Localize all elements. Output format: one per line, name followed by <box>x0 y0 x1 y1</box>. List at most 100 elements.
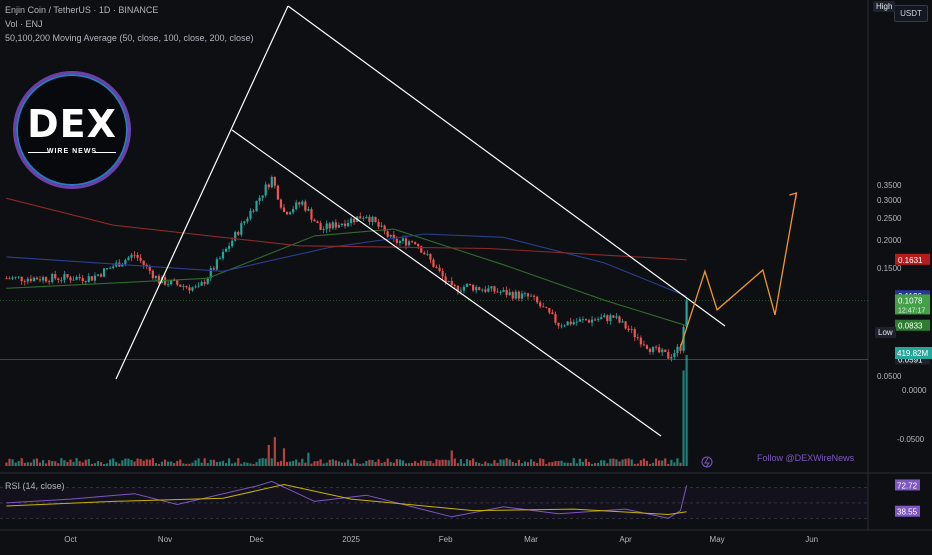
price-candle <box>615 316 618 318</box>
time-axis-tick: May <box>710 535 725 544</box>
volume-bar <box>520 463 523 466</box>
price-candle <box>673 353 676 357</box>
volume-bar <box>642 458 645 466</box>
price-candle <box>511 292 514 299</box>
price-candle <box>499 291 502 293</box>
price-candle <box>630 329 633 331</box>
volume-bar <box>209 459 212 466</box>
price-axis-tick: 0.2500 <box>877 214 902 223</box>
volume-bar <box>548 462 551 466</box>
volume-bar <box>423 460 426 466</box>
volume-bar <box>38 462 42 466</box>
volume-bar <box>5 462 8 466</box>
price-candle <box>81 278 84 282</box>
volume-bar <box>270 458 273 466</box>
price-candle <box>636 337 639 339</box>
price-candle <box>569 321 572 325</box>
price-candle <box>301 201 304 205</box>
price-axis-tick: 0.2000 <box>877 236 902 245</box>
time-axis-tick: Nov <box>158 535 172 544</box>
volume-bar <box>636 463 639 466</box>
volume-bar <box>240 463 243 466</box>
price-label-badge <box>895 319 930 331</box>
volume-bar <box>420 460 423 466</box>
price-candle <box>252 210 255 212</box>
volume-bar <box>273 437 276 466</box>
currency-selector[interactable]: USDT <box>894 5 928 22</box>
volume-bar <box>215 461 218 466</box>
volume-bar <box>176 460 179 466</box>
price-candle <box>420 246 423 253</box>
volume-legend[interactable]: Vol · ENJ <box>5 19 43 29</box>
price-candle <box>639 337 642 345</box>
volume-bar <box>679 462 682 466</box>
volume-bar <box>414 461 417 466</box>
logo-rule-left <box>28 152 50 153</box>
volume-bar <box>188 463 191 466</box>
price-candle <box>142 260 145 265</box>
volume-bar <box>618 461 621 466</box>
price-candle <box>51 274 54 283</box>
volume-bar <box>292 460 295 466</box>
price-candle <box>545 307 548 309</box>
rsi-legend[interactable]: RSI (14, close) <box>5 481 65 491</box>
volume-bar <box>386 458 389 466</box>
volume-bar <box>502 459 505 466</box>
price-candle <box>600 317 603 320</box>
volume-bar <box>313 461 316 466</box>
volume-bar <box>484 461 487 466</box>
volume-bar <box>630 459 633 466</box>
low-marker-badge: Low <box>875 327 896 338</box>
price-candle <box>246 218 249 222</box>
price-candle <box>307 209 310 211</box>
high-marker-badge: High <box>873 1 896 12</box>
price-candle <box>41 277 45 281</box>
volume-bar <box>560 460 563 466</box>
volume-bar <box>615 459 618 466</box>
volume-bar <box>148 459 151 466</box>
volume-bar <box>340 462 344 466</box>
price-candle <box>57 278 60 281</box>
volume-bar <box>444 459 447 466</box>
price-candle <box>481 289 484 291</box>
price-candle <box>60 279 63 281</box>
volume-bar <box>84 459 87 466</box>
price-candle <box>203 282 206 284</box>
price-candle <box>200 282 203 286</box>
volume-bar <box>32 459 35 466</box>
volume-axis-tick: 0.0000 <box>902 386 927 395</box>
volume-bar <box>603 460 606 466</box>
volume-bar <box>285 462 289 466</box>
moving-average-line <box>6 233 687 297</box>
price-axis-tick: 0.1500 <box>877 264 902 273</box>
price-candle <box>99 274 103 277</box>
volume-bar <box>289 461 292 466</box>
price-candle <box>566 321 569 326</box>
price-candle <box>435 267 438 268</box>
price-candle <box>484 289 487 292</box>
price-candle <box>542 306 545 308</box>
time-axis-tick: Apr <box>619 535 632 544</box>
price-candle <box>670 356 673 359</box>
symbol-legend[interactable]: Enjin Coin / TetherUS · 1D · BINANCE <box>5 5 159 15</box>
volume-bar <box>102 463 106 466</box>
moving-average-legend[interactable]: 50,100,200 Moving Average (50, close, 10… <box>5 33 254 43</box>
price-candle <box>136 254 139 258</box>
volume-bar <box>612 458 615 466</box>
moving-average-line <box>6 228 687 327</box>
price-candle <box>188 287 191 291</box>
volume-bar <box>380 462 383 466</box>
price-candle <box>502 289 505 292</box>
price-candle <box>322 229 325 231</box>
price-candle <box>215 259 218 270</box>
volume-bar <box>563 462 566 466</box>
volume-bar <box>542 459 545 466</box>
price-candle <box>554 314 557 323</box>
volume-bar <box>383 461 386 466</box>
price-candle <box>26 278 29 282</box>
price-candle <box>371 216 374 223</box>
volume-bar <box>130 459 133 466</box>
price-candle <box>426 253 429 255</box>
